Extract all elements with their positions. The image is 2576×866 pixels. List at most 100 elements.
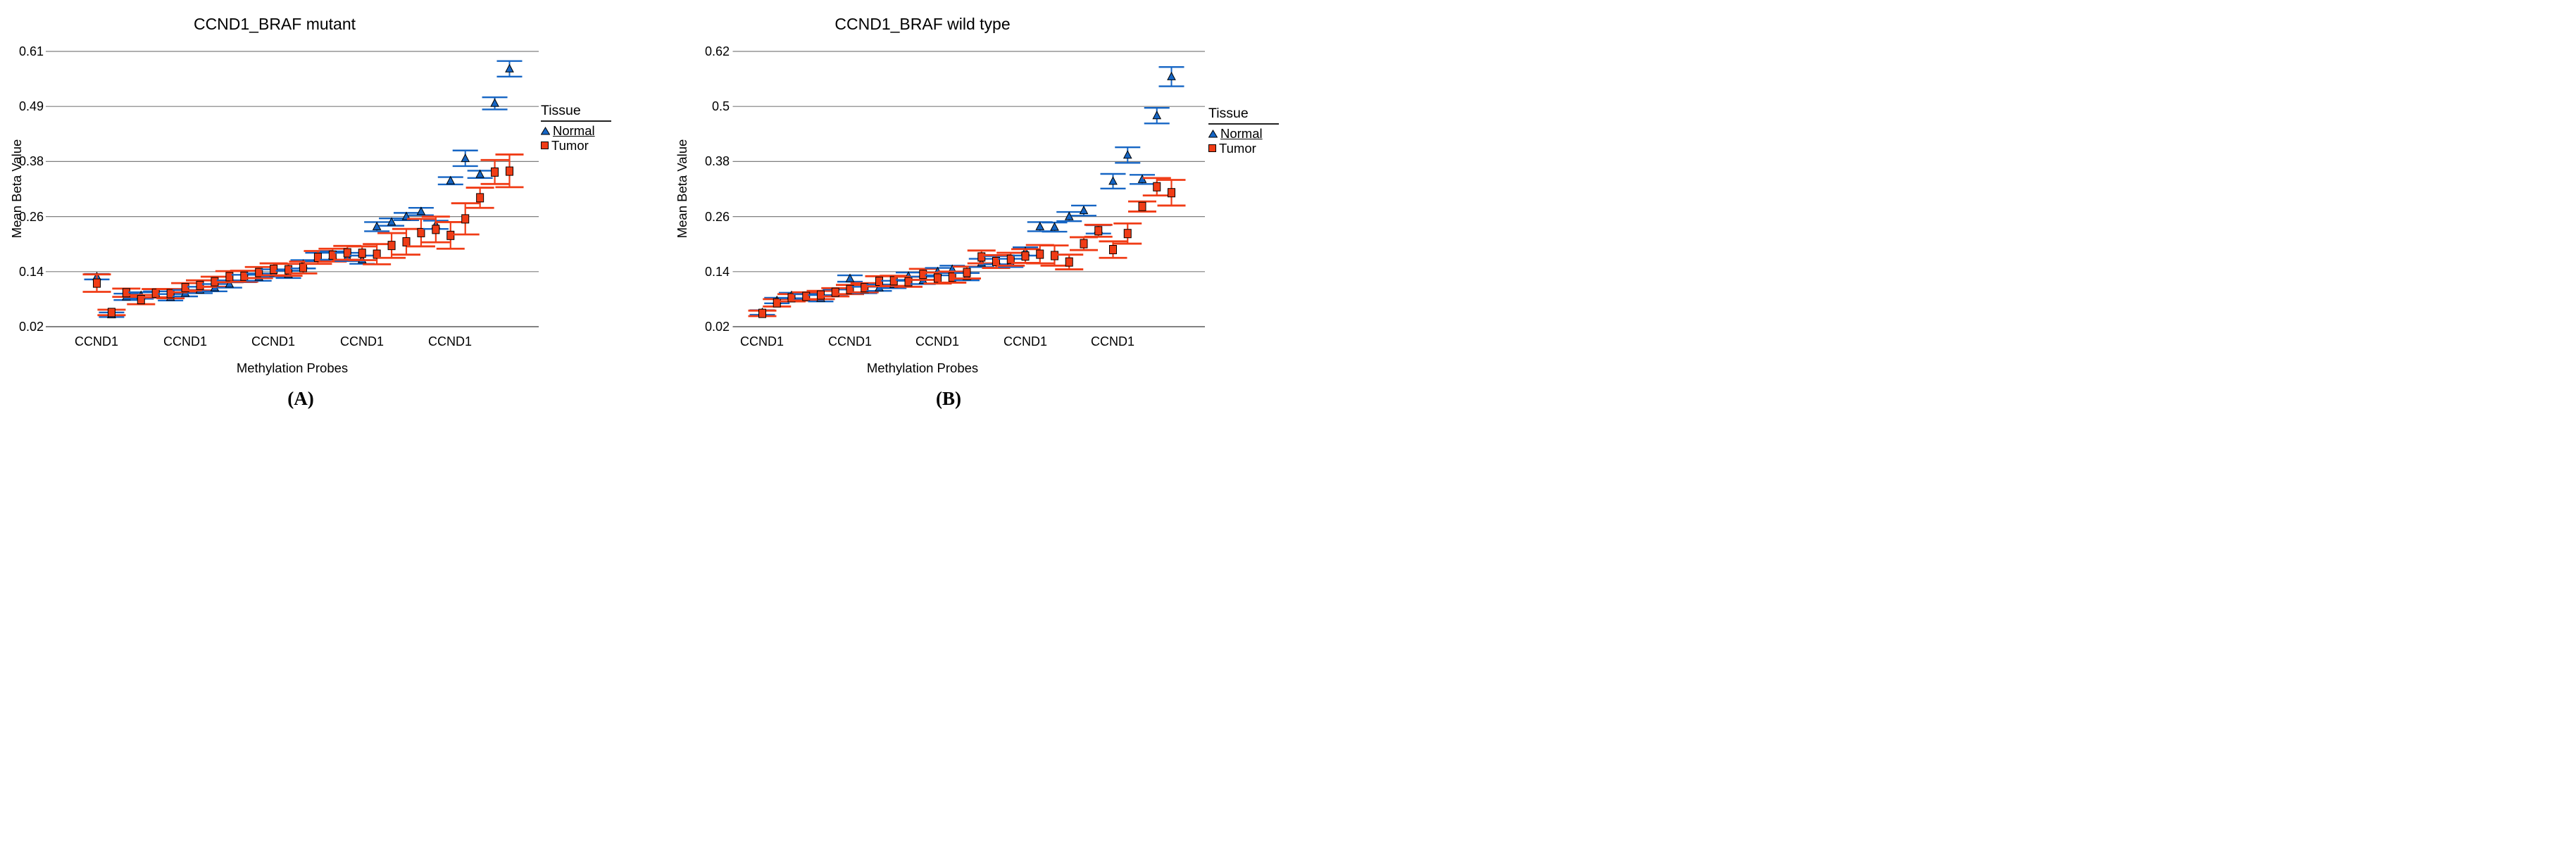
y-tick-a-5: 0.02 (18, 320, 44, 334)
tumor-marker-square (461, 214, 470, 224)
normal-marker-triangle (416, 206, 426, 215)
tumor-marker-square (1065, 257, 1073, 267)
tumor-marker-square (846, 284, 854, 294)
tumor-marker-square (817, 290, 825, 300)
tumor-marker-square (1153, 182, 1161, 192)
legend-a: Tissue Normal Tumor (541, 103, 611, 153)
tumor-marker-square (1080, 239, 1088, 249)
legend-title: Tissue (541, 103, 611, 122)
tumor-marker-square (432, 225, 440, 234)
y-tick-b-4: 0.14 (704, 265, 730, 279)
y-tick-b-3: 0.26 (704, 210, 730, 224)
tumor-marker-square (373, 249, 381, 259)
charts-canvas (46, 51, 1205, 327)
legend-item-normal: Normal (541, 123, 611, 138)
tumor-marker-square (137, 295, 145, 305)
legend-label-normal: Normal (553, 123, 595, 138)
x-tick-a-2: CCND1 (251, 334, 295, 349)
tumor-marker-square (270, 265, 278, 275)
y-tick-b-5: 0.02 (704, 320, 730, 334)
y-tick-b-1: 0.5 (711, 99, 730, 113)
x-axis-label-b: Methylation Probes (866, 360, 979, 375)
tumor-marker-square (831, 287, 839, 297)
tumor-marker-square (328, 250, 337, 260)
caption-b: (B) (936, 388, 961, 409)
tumor-marker-square (1138, 201, 1146, 211)
x-tick-a-1: CCND1 (163, 334, 207, 349)
tumor-marker-square (1168, 188, 1175, 198)
normal-marker-triangle (1123, 150, 1132, 159)
x-tick-b-2: CCND1 (915, 334, 959, 349)
y-tick-b-0: 0.62 (704, 44, 730, 58)
tumor-marker-square (299, 263, 308, 272)
tumor-marker-square (402, 237, 411, 246)
normal-marker-triangle (1152, 111, 1162, 120)
y-tick-a-3: 0.26 (18, 210, 44, 224)
tumor-marker-square (255, 268, 263, 277)
tumor-marker-square (934, 273, 942, 283)
x-tick-b-0: CCND1 (739, 334, 784, 349)
tumor-marker-square (387, 241, 396, 251)
tumor-marker-square (802, 291, 811, 301)
x-axis-label-a: Methylation Probes (236, 360, 349, 375)
y-tick-b-2: 0.38 (704, 154, 730, 168)
tumor-marker-square (1036, 249, 1044, 259)
caption-a: (A) (287, 388, 314, 409)
tumor-marker-square (861, 283, 869, 293)
y-axis-label-b: Mean Beta Value (675, 139, 689, 239)
normal-triangle-icon (1208, 129, 1218, 137)
tumor-marker-square (889, 276, 898, 286)
tumor-marker-square (1109, 245, 1117, 255)
tumor-marker-square (358, 249, 366, 258)
normal-marker-triangle (845, 273, 855, 282)
tumor-marker-square (343, 248, 351, 258)
tumor-square-icon (1208, 144, 1216, 152)
normal-marker-triangle (387, 217, 396, 226)
tumor-marker-square (313, 253, 322, 263)
tumor-marker-square (773, 298, 781, 308)
x-tick-a-3: CCND1 (339, 334, 384, 349)
chart-b-title: CCND1_BRAF wild type (834, 15, 1011, 33)
legend-item-tumor: Tumor (541, 138, 611, 153)
normal-marker-triangle (475, 169, 484, 178)
normal-marker-triangle (1035, 221, 1045, 230)
legend-title: Tissue (1208, 106, 1279, 125)
y-axis-label-a: Mean Beta Value (9, 139, 24, 239)
tumor-marker-square (93, 278, 101, 288)
chart-a-title: CCND1_BRAF mutant (193, 15, 356, 33)
tumor-marker-square (758, 308, 766, 318)
tumor-marker-square (196, 280, 204, 290)
tumor-marker-square (491, 167, 499, 177)
x-tick-b-1: CCND1 (827, 334, 872, 349)
tumor-marker-square (225, 272, 234, 282)
x-tick-b-3: CCND1 (1003, 334, 1047, 349)
normal-marker-triangle (1108, 176, 1118, 185)
tumor-marker-square (1123, 229, 1132, 239)
x-tick-a-4: CCND1 (427, 334, 472, 349)
normal-marker-triangle (461, 153, 470, 163)
legend-b: Tissue Normal Tumor (1208, 106, 1279, 156)
legend-item-normal: Normal (1208, 126, 1279, 141)
tumor-marker-square (1021, 251, 1030, 261)
tumor-marker-square (166, 289, 175, 299)
legend-item-tumor: Tumor (1208, 141, 1279, 156)
legend-label-tumor: Tumor (1219, 141, 1256, 156)
tumor-marker-square (919, 270, 927, 280)
tumor-marker-square (1006, 254, 1015, 264)
tumor-marker-square (417, 227, 425, 237)
normal-marker-triangle (1167, 71, 1176, 80)
y-tick-a-4: 0.14 (18, 265, 44, 279)
tumor-marker-square (1094, 226, 1103, 236)
figure: CCND1_BRAF mutant 0.61 0.49 0.38 0.26 0.… (0, 0, 1288, 433)
tumor-marker-square (904, 277, 913, 287)
tumor-marker-square (476, 193, 484, 203)
normal-marker-triangle (1050, 222, 1059, 231)
tumor-square-icon (541, 142, 549, 149)
tumor-marker-square (787, 293, 796, 303)
normal-triangle-icon (541, 126, 550, 134)
normal-marker-triangle (446, 175, 456, 184)
tumor-marker-square (151, 288, 160, 298)
tumor-marker-square (977, 252, 986, 262)
tumor-marker-square (107, 308, 115, 318)
normal-marker-triangle (372, 221, 382, 230)
